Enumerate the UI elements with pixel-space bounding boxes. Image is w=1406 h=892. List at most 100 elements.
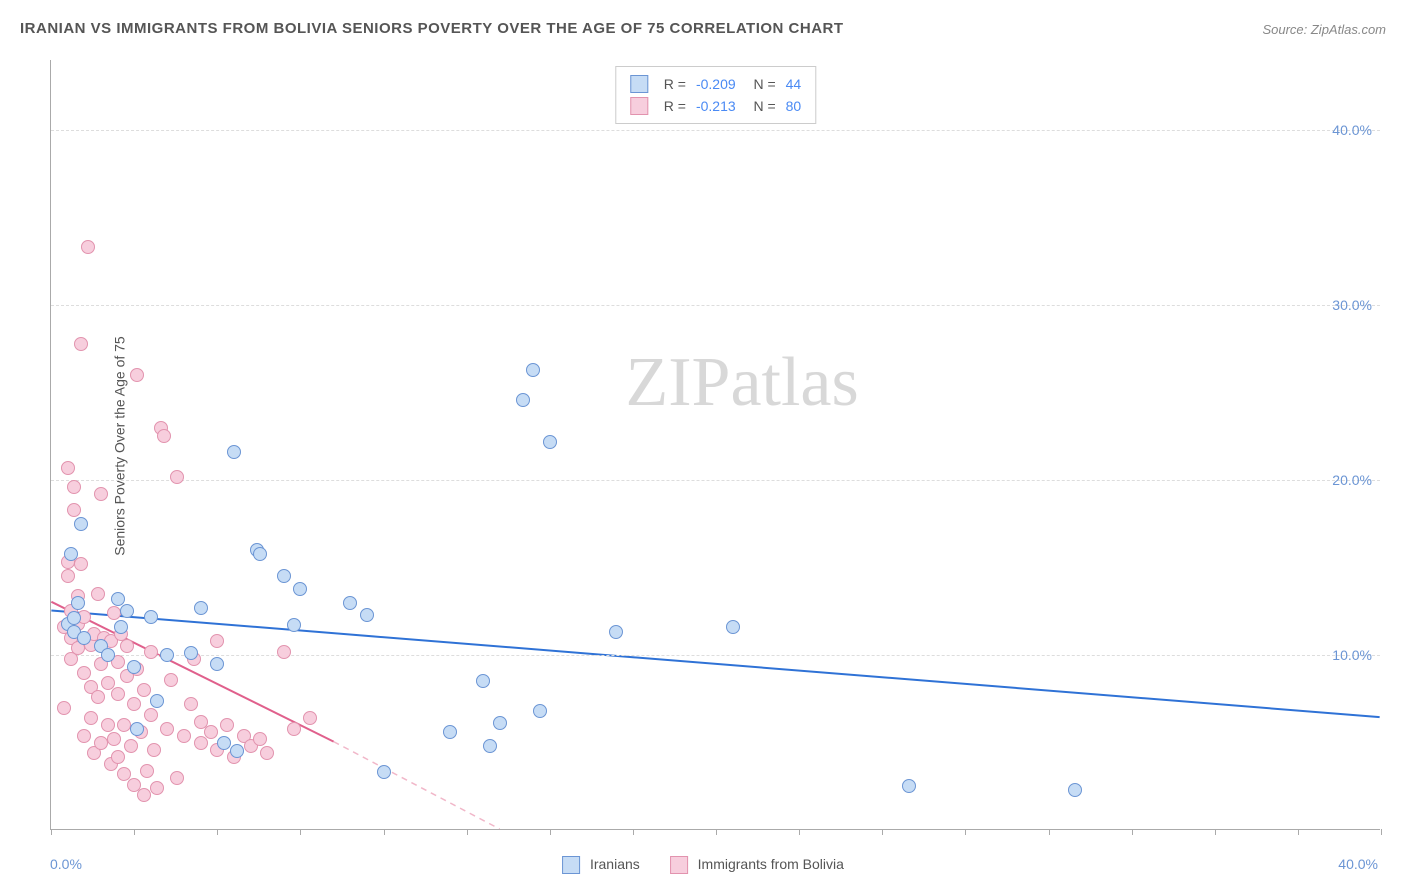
bolivia-point [77, 729, 91, 743]
swatch-bolivia-icon [630, 97, 648, 115]
iranians-point [101, 648, 115, 662]
bolivia-point [277, 645, 291, 659]
gridline [51, 130, 1380, 131]
iranians-point [253, 547, 267, 561]
r-label: R = [664, 73, 686, 95]
iranians-point [516, 393, 530, 407]
bolivia-point [170, 771, 184, 785]
swatch-iranians-icon [630, 75, 648, 93]
iranians-point [230, 744, 244, 758]
iranians-point [476, 674, 490, 688]
iranians-point [111, 592, 125, 606]
correlation-row-bolivia: R = -0.213 N = 80 [630, 95, 801, 117]
ytick-label: 10.0% [1332, 647, 1372, 663]
n-label: N = [746, 95, 776, 117]
iranians-point [67, 611, 81, 625]
xtick-mark [799, 829, 800, 835]
ytick-label: 20.0% [1332, 472, 1372, 488]
legend-item-bolivia: Immigrants from Bolivia [670, 856, 844, 874]
iranians-point [293, 582, 307, 596]
correlation-row-iranians: R = -0.209 N = 44 [630, 73, 801, 95]
xtick-mark [1381, 829, 1382, 835]
bolivia-point [147, 743, 161, 757]
bolivia-point [67, 480, 81, 494]
r-value-bolivia: -0.213 [696, 95, 736, 117]
bolivia-point [160, 722, 174, 736]
iranians-point [277, 569, 291, 583]
n-value-bolivia: 80 [786, 95, 802, 117]
swatch-bolivia-icon [670, 856, 688, 874]
iranians-point [1068, 783, 1082, 797]
iranians-point [377, 765, 391, 779]
bolivia-point [74, 337, 88, 351]
iranians-point [287, 618, 301, 632]
xtick-mark [550, 829, 551, 835]
iranians-point [160, 648, 174, 662]
xtick-mark [633, 829, 634, 835]
bolivia-point [220, 718, 234, 732]
bolivia-point [81, 240, 95, 254]
plot-area: ZIPatlas R = -0.209 N = 44 R = -0.213 N … [50, 60, 1380, 830]
chart-title: IRANIAN VS IMMIGRANTS FROM BOLIVIA SENIO… [20, 20, 844, 37]
legend-item-iranians: Iranians [562, 856, 640, 874]
bolivia-point [170, 470, 184, 484]
watermark-zip: ZIP [625, 344, 730, 421]
iranians-point [902, 779, 916, 793]
watermark-atlas: atlas [730, 344, 858, 421]
bolivia-point [124, 739, 138, 753]
bolivia-point [61, 461, 75, 475]
gridline [51, 480, 1380, 481]
bolivia-point [94, 736, 108, 750]
bolivia-point [111, 687, 125, 701]
correlation-legend: R = -0.209 N = 44 R = -0.213 N = 80 [615, 66, 816, 124]
bolivia-point [177, 729, 191, 743]
bolivia-point [94, 487, 108, 501]
bolivia-point [164, 673, 178, 687]
bolivia-point [127, 697, 141, 711]
iranians-point [217, 736, 231, 750]
bolivia-point [101, 718, 115, 732]
r-label: R = [664, 95, 686, 117]
bolivia-point [107, 606, 121, 620]
xtick-mark [1298, 829, 1299, 835]
bolivia-point [67, 503, 81, 517]
bolivia-point [77, 666, 91, 680]
swatch-iranians-icon [562, 856, 580, 874]
iranians-point [194, 601, 208, 615]
gridline [51, 305, 1380, 306]
xtick-mark [1215, 829, 1216, 835]
legend-label-iranians: Iranians [590, 856, 640, 872]
xtick-mark [51, 829, 52, 835]
iranians-point [77, 631, 91, 645]
bolivia-point [84, 711, 98, 725]
xtick-mark [965, 829, 966, 835]
iranians-point [114, 620, 128, 634]
x-axis-max: 40.0% [1338, 856, 1378, 872]
bolivia-point [61, 569, 75, 583]
iranians-point [526, 363, 540, 377]
bolivia-point [253, 732, 267, 746]
legend-label-bolivia: Immigrants from Bolivia [698, 856, 844, 872]
bolivia-point [287, 722, 301, 736]
iranians-point [74, 517, 88, 531]
iranians-point [120, 604, 134, 618]
bolivia-point [303, 711, 317, 725]
bolivia-point [91, 690, 105, 704]
x-axis-min: 0.0% [50, 856, 82, 872]
bolivia-point [91, 587, 105, 601]
xtick-mark [134, 829, 135, 835]
xtick-mark [384, 829, 385, 835]
bolivia-point [150, 781, 164, 795]
ytick-label: 30.0% [1332, 297, 1372, 313]
chart-container: IRANIAN VS IMMIGRANTS FROM BOLIVIA SENIO… [0, 0, 1406, 892]
bolivia-point [137, 683, 151, 697]
iranians-point [443, 725, 457, 739]
bolivia-point [140, 764, 154, 778]
bolivia-point [144, 645, 158, 659]
iranians-point [127, 660, 141, 674]
iranians-point [144, 610, 158, 624]
regression-lines [51, 60, 1380, 829]
bolivia-point [204, 725, 218, 739]
iranians-point [493, 716, 507, 730]
iranians-point [533, 704, 547, 718]
